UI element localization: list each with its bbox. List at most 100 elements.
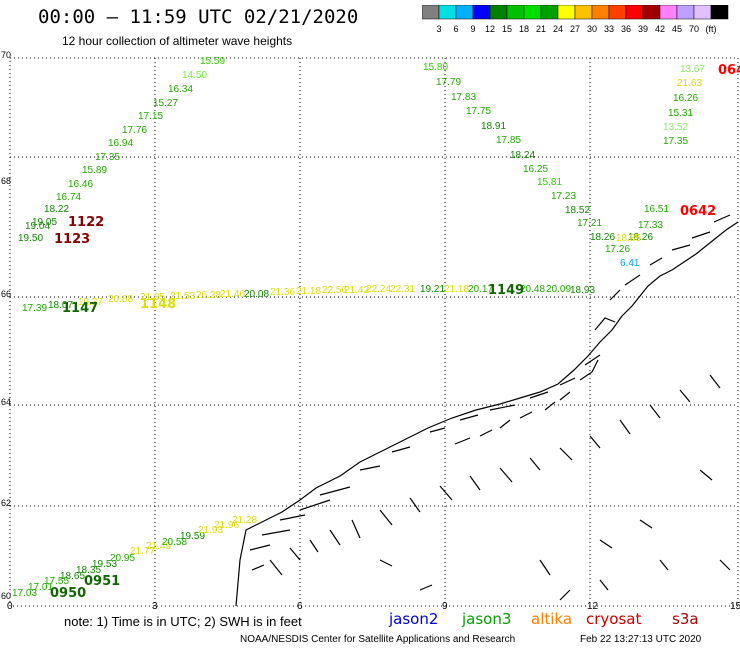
- legend-value: 42: [655, 24, 665, 34]
- map-grid: [9, 57, 739, 607]
- wave-height-value: 16.25: [523, 164, 548, 175]
- wave-height-value: 21.36: [270, 287, 295, 298]
- wave-height-value: 17.23: [551, 191, 576, 202]
- wave-height-value: 17.75: [466, 106, 491, 117]
- wave-height-value: 22.24: [366, 284, 391, 295]
- wave-height-value: 15.81: [537, 177, 562, 188]
- y-axis-labels: 70 68 66 64 62 60: [1, 50, 11, 601]
- pass-time-label: 0951: [84, 574, 120, 589]
- wave-height-value: 17.76: [122, 125, 147, 136]
- wave-height-value: 17.15: [138, 111, 163, 122]
- wave-height-value: 17.01: [28, 582, 53, 593]
- wave-height-value: 21.49: [146, 541, 171, 552]
- wave-height-value: 17.55: [44, 576, 69, 587]
- wave-height-value: 18.07: [48, 300, 73, 311]
- wave-height-value: 18.35: [76, 565, 101, 576]
- x-axis-labels: 0 3 6 9 12 15: [7, 601, 740, 612]
- page-subtitle: 12 hour collection of altimeter wave hei…: [62, 34, 293, 48]
- pass-time-label: 1123: [54, 232, 90, 247]
- wave-height-value: 26.28: [196, 290, 221, 301]
- wave-height-value: 16.94: [108, 138, 133, 149]
- wave-height-value: 18.22: [44, 204, 69, 215]
- pass-time-label: 1147: [62, 301, 98, 316]
- wave-height-value: 21.96: [214, 520, 239, 531]
- legend-value: 45: [672, 24, 682, 34]
- wave-height-value: 19.21: [420, 284, 445, 295]
- wave-height-value: 15.89: [82, 165, 107, 176]
- wave-height-value: 20.95: [110, 553, 135, 564]
- wave-height-value: 17.39: [22, 303, 47, 314]
- satellite-altika: altika: [531, 610, 573, 628]
- pass-time-label: 1148: [140, 297, 176, 312]
- wave-height-value: 17.35: [95, 152, 120, 163]
- legend-value: 12: [485, 24, 495, 34]
- y-axis-label: 60: [1, 591, 11, 601]
- wave-height-value: 19.59: [180, 531, 205, 542]
- x-axis-label: 6: [297, 601, 303, 612]
- legend-swatch: [710, 5, 729, 20]
- wave-height-value: 20.68: [108, 294, 133, 305]
- x-axis-label: 0: [7, 601, 13, 612]
- footer-timestamp: Feb 22 13:27:13 UTC 2020: [580, 634, 702, 645]
- legend-value: 15: [502, 24, 512, 34]
- pass-time-label: 1122: [68, 215, 104, 230]
- legend-value: 6: [453, 24, 458, 34]
- wave-height-value: 18.52: [565, 205, 590, 216]
- satellite-jason2: jason2: [389, 610, 439, 628]
- wave-height-value: 6.41: [620, 258, 640, 269]
- legend-value: (ft): [706, 24, 717, 34]
- legend-value: 21: [536, 24, 546, 34]
- y-axis-label: 64: [1, 397, 11, 407]
- footer-note: note: 1) Time is in UTC; 2) SWH is in fe…: [64, 614, 302, 629]
- wave-height-value: 20.09: [546, 284, 571, 295]
- wave-height-labels: 15.59 14.50 16.34 15.27 17.15 17.76 16.94 17.35…: [12, 56, 705, 599]
- legend-value: 9: [470, 24, 475, 34]
- legend-value: 39: [638, 24, 648, 34]
- satellite-cryosat: cryosat: [586, 610, 642, 628]
- wave-height-value: 16.51: [644, 204, 669, 215]
- wave-height-value: 20.58: [162, 537, 187, 548]
- x-axis-label: 9: [442, 601, 448, 612]
- legend-value: 27: [570, 24, 580, 34]
- wave-height-value: 21.28: [232, 515, 257, 526]
- wave-height-value: 16.46: [68, 179, 93, 190]
- pass-time-label: 1149: [488, 283, 524, 298]
- legend-value: 3: [436, 24, 441, 34]
- wave-height-value: 15.27: [153, 98, 178, 109]
- y-axis-label: 68: [1, 176, 11, 186]
- wave-height-value: 21.77: [130, 546, 155, 557]
- wave-height-value: 17.26: [605, 244, 630, 255]
- wave-height-value: 17.35: [663, 136, 688, 147]
- wave-height-value: 22.56: [322, 285, 347, 296]
- legend-value: 70: [689, 24, 699, 34]
- wave-height-value: 21.46: [220, 289, 245, 300]
- wave-height-value: 20.48: [520, 284, 545, 295]
- wave-height-value: 19.05: [32, 217, 57, 228]
- wave-height-value: 18.93: [570, 285, 595, 296]
- wave-height-value: 17.03: [12, 588, 37, 599]
- legend-value: 36: [621, 24, 631, 34]
- wave-height-value: 21.53: [170, 291, 195, 302]
- wave-height-value: 21.85: [140, 292, 165, 303]
- satellite-s3a: s3a: [672, 610, 699, 628]
- wave-height-value: 18.85: [616, 233, 641, 244]
- color-legend: 3 6 9 12 15 18 21 24 27 30 33 36 39 42 45 70 (ft): [422, 5, 729, 34]
- wave-height-value: 20.17: [468, 284, 493, 295]
- wave-height-value: 18.24: [510, 150, 535, 161]
- wave-height-value: 21.18: [296, 286, 321, 297]
- wave-height-value: 16.74: [56, 192, 81, 203]
- wave-height-value: 18.26: [628, 232, 653, 243]
- wave-height-value: 15.80: [423, 62, 448, 73]
- wave-height-value: 22.31: [390, 284, 415, 295]
- x-axis-label: 12: [587, 601, 599, 612]
- wave-height-value: 16.26: [673, 93, 698, 104]
- y-axis-label: 66: [1, 289, 11, 299]
- wave-height-value: 21.63: [677, 78, 702, 89]
- x-axis-label: 15: [730, 601, 740, 612]
- legend-value: 24: [553, 24, 563, 34]
- legend-value: 30: [587, 24, 597, 34]
- wave-height-value: 17.83: [451, 92, 476, 103]
- wave-height-value: 15.59: [200, 56, 225, 67]
